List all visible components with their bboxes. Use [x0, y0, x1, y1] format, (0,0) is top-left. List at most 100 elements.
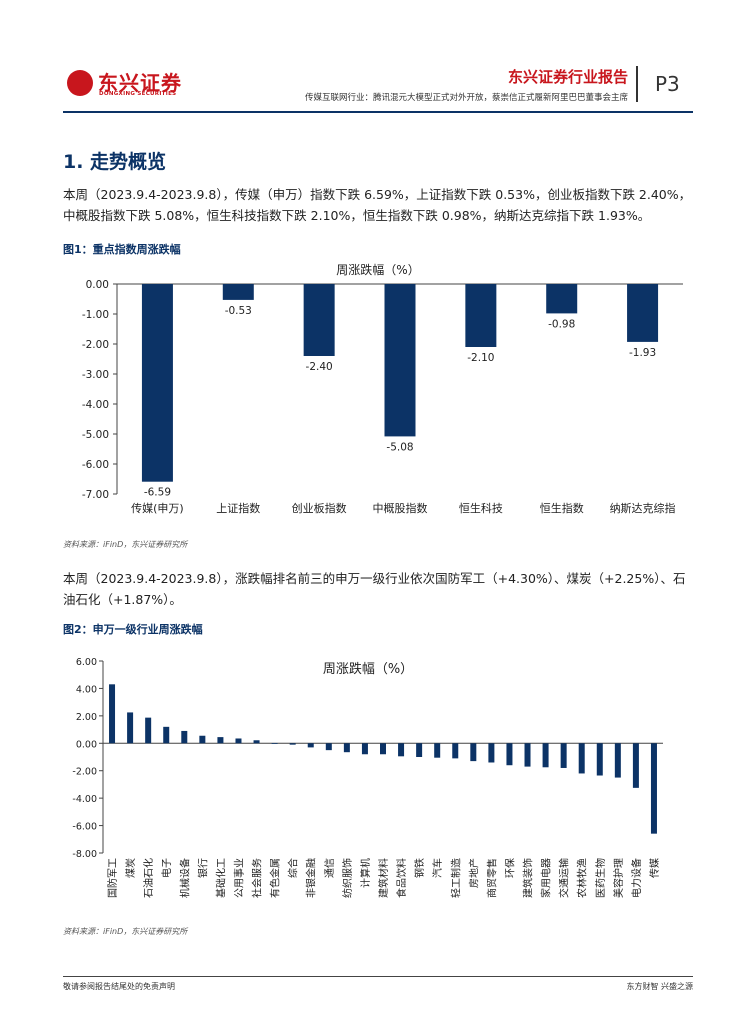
page-number: P3: [655, 72, 680, 96]
chart1-data-label: -6.59: [144, 487, 171, 499]
chart2-bar: [578, 743, 585, 774]
chart2-bar: [524, 743, 531, 767]
chart2-bar: [542, 743, 549, 768]
chart1-y-tick-label: -6.00: [82, 459, 109, 471]
chart2-bar: [181, 730, 188, 744]
chart2-x-label: 美容护理: [612, 858, 625, 898]
chart2-x-label: 社会服务: [251, 858, 264, 898]
footer-rule: [63, 976, 693, 977]
chart1-title: 周涨跌幅（%）: [336, 262, 419, 277]
chart1-bar: [222, 284, 254, 300]
chart2-x-label: 非银金融: [305, 858, 318, 898]
chart1-bar: [546, 284, 578, 314]
chart1-y-tick-label: -3.00: [82, 369, 109, 381]
chart1-y-tick-label: -5.00: [82, 429, 109, 441]
chart2-bar: [361, 743, 368, 755]
chart2-y-tick-label: -8.00: [72, 849, 97, 860]
chart2-x-label: 公用事业: [232, 858, 245, 898]
chart1-x-label: 传媒(申万): [131, 502, 184, 515]
chart2-x-label: 建筑装饰: [522, 858, 535, 898]
header-divider: [636, 66, 638, 102]
chart2-x-label: 通信: [324, 858, 336, 878]
paragraph-industries: 本周（2023.9.4-2023.9.8），涨跌幅排名前三的申万一级行业依次国防…: [63, 571, 686, 607]
paragraph-indices: 本周（2023.9.4-2023.9.8），传媒（申万）指数下跌 6.59%，上…: [63, 187, 692, 223]
chart2-y-tick-label: 6.00: [76, 657, 97, 668]
chart1-data-label: -2.40: [306, 361, 333, 373]
section-title: 1. 走势概览: [63, 151, 167, 173]
chart2-x-label: 电子: [160, 858, 173, 878]
chart2-bar: [614, 743, 621, 778]
chart2-bar: [416, 743, 423, 757]
chart2-x-label: 家用电器: [540, 858, 553, 898]
chart2-x-label: 国防军工: [106, 858, 119, 898]
figure2-caption: 图2：申万一级行业周涨跌幅: [63, 623, 203, 636]
chart2-bar: [289, 743, 296, 745]
report-type: 东兴证券行业报告: [507, 68, 628, 86]
chart1-x-label: 上证指数: [216, 501, 260, 515]
chart2-bar: [452, 743, 459, 759]
chart1-bar: [465, 284, 497, 347]
chart2-bar: [127, 712, 134, 744]
chart2-x-label: 交通运输: [558, 858, 571, 898]
chart2-x-label: 传媒: [649, 858, 661, 878]
chart2-x-label: 银行: [196, 858, 209, 878]
chart2-x-label: 纺织服饰: [341, 858, 354, 898]
chart2-bar: [632, 743, 639, 788]
chart2-x-label: 环保: [503, 858, 516, 878]
chart2-x-label: 钢铁: [413, 858, 426, 878]
chart2-bar: [271, 743, 278, 744]
chart2-bar: [145, 717, 152, 744]
company-logo-text: 东兴证券: [98, 71, 182, 95]
chart2-x-label: 电力设备: [630, 858, 643, 898]
chart1-data-label: -1.93: [629, 347, 656, 359]
chart2-bar: [506, 743, 513, 766]
header-rule: [63, 111, 693, 113]
chart2-bar: [488, 743, 495, 763]
chart1-data-label: -5.08: [386, 441, 413, 453]
figure1-caption: 图1：重点指数周涨跌幅: [63, 243, 181, 256]
chart2-bar: [199, 735, 206, 744]
chart1-bar: [384, 284, 416, 437]
chart1-x-label: 纳斯达克综指: [610, 501, 676, 515]
chart1-x-label: 中概股指数: [373, 501, 428, 515]
chart2-bar: [253, 740, 260, 744]
chart2-title: 周涨跌幅（%）: [323, 661, 413, 677]
chart-industry-weekly-change: 周涨跌幅（%） 6.00 4.00 2.00 0.00 -2.00 -4.00 -6.00 -8…: [72, 657, 663, 898]
chart-index-weekly-change: 周涨跌幅（%） 0.00 -1.00 -2.00 -3.00 -4.00 -5.00 -6.0…: [82, 262, 683, 515]
chart1-x-label: 创业板指数: [292, 501, 347, 515]
chart2-x-label: 机械设备: [178, 858, 191, 898]
chart2-bar: [398, 743, 405, 757]
chart1-y-tick-label: -7.00: [82, 489, 109, 501]
chart2-bar: [596, 743, 603, 776]
chart2-x-label: 基础化工: [214, 858, 227, 898]
chart1-y-tick-label: 0.00: [86, 279, 109, 291]
chart1-data-label: -0.53: [225, 305, 252, 317]
chart2-x-label: 汽车: [431, 858, 444, 878]
chart2-bar: [235, 738, 242, 744]
figure2-source: 资料来源：iFinD，东兴证券研究所: [63, 927, 188, 936]
footer-slogan: 东方财智 兴盛之源: [626, 982, 693, 991]
chart2-bar: [109, 684, 116, 744]
chart2-x-label: 有色金属: [269, 858, 282, 898]
chart2-x-label: 综合: [287, 858, 300, 878]
chart2-x-label: 煤炭: [124, 858, 137, 878]
chart2-x-label: 轻工制造: [449, 858, 462, 898]
chart2-x-label: 房地产: [467, 858, 480, 888]
chart2-x-label: 石油石化: [142, 858, 155, 898]
chart1-data-label: -2.10: [467, 352, 494, 364]
chart2-y-tick-label: 0.00: [76, 739, 97, 750]
chart2-y-tick-label: -6.00: [72, 822, 97, 833]
chart2-y-tick-label: -2.00: [72, 767, 97, 778]
chart2-bar: [470, 743, 477, 762]
chart2-x-label: 农林牧渔: [576, 858, 589, 898]
chart2-bar: [560, 743, 567, 768]
chart2-bar: [650, 743, 657, 834]
chart2-bar: [325, 743, 332, 751]
company-logo-subtext: DONGXING SECURITIES: [99, 91, 177, 97]
chart1-bar: [141, 284, 173, 482]
chart2-bar: [217, 737, 224, 744]
chart2-bar: [163, 726, 170, 744]
chart2-y-tick-label: -4.00: [72, 794, 97, 805]
company-logo-icon: [67, 70, 93, 96]
report-subtitle: 传媒互联网行业：腾讯混元大模型正式对外开放，蔡崇信正式履新阿里巴巴董事会主席: [304, 93, 628, 103]
